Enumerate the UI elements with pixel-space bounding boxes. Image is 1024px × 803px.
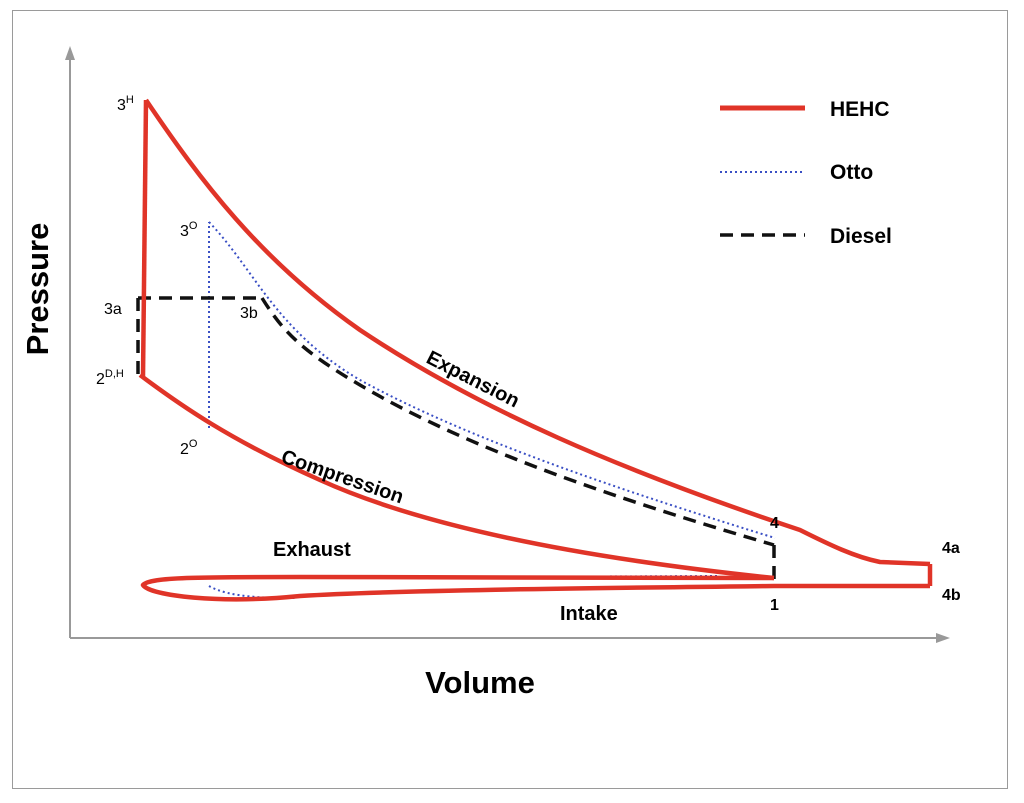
point-4b-label: 4b [942,587,961,604]
point-2DH-label: 2D,H [96,368,124,388]
hehc-heat-addition-line [140,99,149,378]
intake-label: Intake [560,603,618,625]
y-axis-arrow [65,46,75,60]
legend: HEHC Otto Diesel [720,98,892,248]
legend-otto-label: Otto [830,161,873,184]
diesel-expansion-curve [260,297,775,547]
point-1-label: 1 [770,597,779,614]
point-3H-label: 3H [117,94,134,114]
x-axis-arrow [936,633,950,643]
point-3a-label: 3a [104,301,122,318]
point-3O-label: 3O [180,220,198,240]
hehc-cycle [138,98,933,602]
point-4a-label: 4a [942,540,960,557]
point-3b-label: 3b [240,305,258,322]
legend-hehc-label: HEHC [830,98,890,121]
point-labels: 3H 3O 3a 3b 2D,H 2O 4 4a 4b 1 [96,94,961,614]
otto-expansion-curve [208,221,776,539]
hehc-gas-exchange-loop [140,574,930,602]
axes [65,46,950,643]
x-axis-title: Volume [425,665,535,700]
exhaust-label: Exhaust [273,539,351,561]
diesel-cycle [136,296,776,584]
figure-frame [12,10,1008,789]
hehc-expansion-curve [144,98,931,567]
legend-diesel-label: Diesel [830,225,892,248]
point-2O-label: 2O [180,438,198,458]
compression-label: Compression [278,446,406,508]
point-4-label: 4 [770,515,779,532]
hehc-compression-curve [138,373,775,581]
y-axis-title: Pressure [20,223,55,356]
